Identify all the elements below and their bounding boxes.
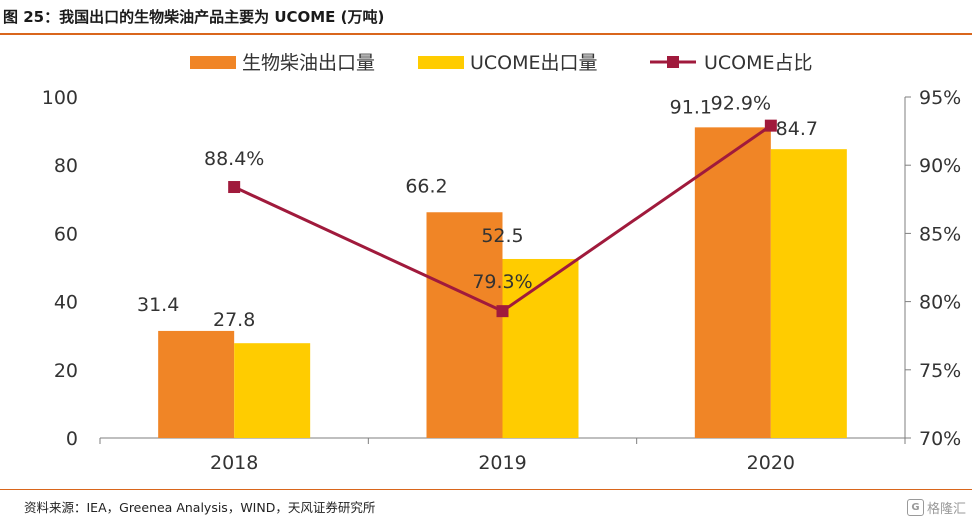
ratio-marker [228,181,241,194]
bar-value-label: 52.5 [481,225,523,247]
footer-divider [0,489,972,490]
y-right-tick-label: 80% [919,292,961,314]
bar [234,343,311,438]
y-right-tick-label: 85% [919,223,961,245]
ratio-marker [496,305,509,318]
x-tick-label: 2020 [747,452,795,474]
bar [502,258,579,438]
watermark-logo-icon: G [906,499,924,516]
y-left-tick-label: 40 [54,292,78,314]
bar-value-label: 66.2 [405,175,447,197]
bar [694,127,771,438]
ratio-value-label: 88.4% [204,148,264,170]
x-tick-label: 2019 [478,452,526,474]
legend-label: 生物柴油出口量 [242,52,375,74]
bar-value-label: 31.4 [137,294,179,316]
bar-value-label: 27.8 [213,309,255,331]
legend-swatch [190,56,236,69]
legend: 生物柴油出口量 UCOME出口量 UCOME占比 [190,52,813,74]
ratio-marker [764,119,777,132]
legend-swatch [418,56,464,69]
ratio-line: 88.4% 79.3% 92.9% [204,93,777,318]
bar [426,212,503,438]
bar [158,330,235,438]
bar [770,149,847,438]
y-left-tick-label: 20 [54,360,78,382]
y-left-tick-label: 100 [42,87,78,109]
y-left-tick-label: 80 [54,155,78,177]
bar-labels: 31.4 66.2 91.1 27.8 52.5 84.7 [137,96,818,331]
y-left-tick-label: 0 [66,428,78,450]
watermark-text: 格隆汇 [926,502,966,517]
y-right-tick-label: 70% [919,428,961,450]
ratio-value-label: 92.9% [711,93,771,115]
x-tick-label: 2018 [210,452,258,474]
legend-marker [667,56,679,68]
source-note: 资料来源：IEA，Greenea Analysis，WIND，天风证券研究所 [24,500,376,515]
legend-label: UCOME出口量 [470,52,598,74]
bars [158,127,847,438]
y-right-tick-label: 95% [919,87,961,109]
bar-value-label: 84.7 [776,118,818,140]
legend-label: UCOME占比 [704,52,813,74]
title-divider [0,33,972,35]
figure-title: 图 25：我国出口的生物柴油产品主要为 UCOME (万吨) [3,8,385,26]
y-right-tick-label: 75% [919,360,961,382]
axes: 0 20 40 60 80 100 70% 75% 80% 85% 90% 95% 2018 2019 20… [42,87,962,474]
bar-value-label: 91.1 [670,96,712,118]
watermark: G 格隆汇 [906,498,966,517]
y-right-tick-label: 90% [919,155,961,177]
y-left-tick-label: 60 [54,223,78,245]
ratio-value-label: 79.3% [472,271,532,293]
chart: 生物柴油出口量 UCOME出口量 UCOME占比 0 20 40 60 80 100 70% 75… [42,52,962,474]
